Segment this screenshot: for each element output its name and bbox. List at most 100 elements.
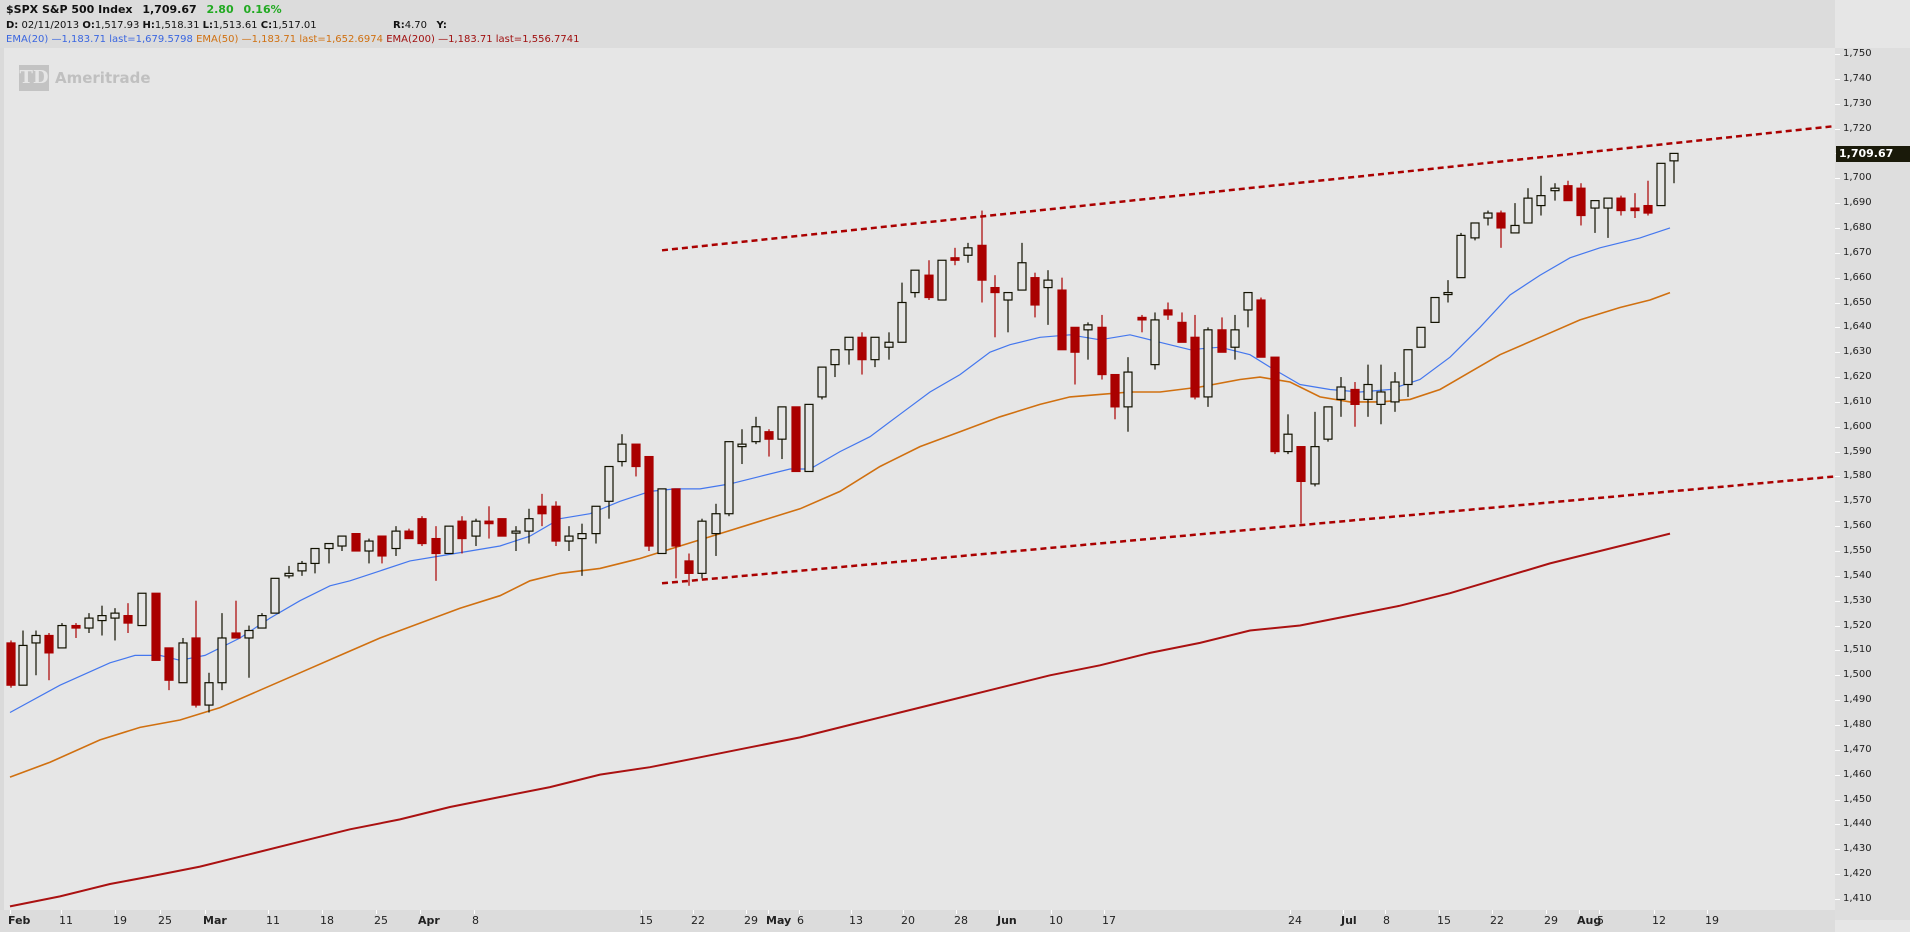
candle-down — [1097, 326, 1107, 376]
y-tick-label: 1,640 — [1843, 321, 1872, 333]
candle-up — [1323, 406, 1333, 440]
y-tick-label: 1,450 — [1843, 793, 1872, 805]
study-ema20[interactable]: EMA(20) —1,183.71 last=1,679.5798 — [6, 34, 193, 45]
candle-up — [804, 403, 814, 473]
y-tick — [1835, 824, 1840, 826]
x-day-label: 8 — [472, 914, 479, 927]
y-tick-label: 1,630 — [1843, 346, 1872, 358]
x-month-label: Jun — [997, 914, 1017, 927]
y-tick — [1835, 749, 1840, 751]
price-chart-area[interactable] — [0, 48, 1835, 910]
candle-up — [471, 520, 481, 537]
candle-down — [151, 592, 161, 661]
candle-up — [1483, 212, 1493, 219]
x-tick — [851, 910, 852, 914]
y-tick — [1835, 227, 1840, 229]
candle-up — [84, 617, 94, 629]
candle-up — [1243, 291, 1253, 311]
candle-down — [537, 505, 547, 515]
study-ema50-value: —1,183.71 last=1,652.6974 — [241, 34, 383, 45]
candle-up — [1376, 391, 1386, 405]
candle-up — [110, 612, 120, 619]
ema-line-ema50 — [9, 291, 1671, 778]
range-label: R: — [393, 20, 405, 31]
x-tick — [376, 910, 377, 914]
symbol-title-row: $SPX S&P 500 Index 1,709.67 2.80 0.16% — [6, 3, 288, 16]
x-day-label: 20 — [901, 914, 915, 927]
y-tick-label: 1,750 — [1843, 48, 1872, 59]
candle-up — [391, 530, 401, 550]
candle-up — [897, 301, 907, 343]
y-tick — [1835, 551, 1840, 552]
candle-up — [1470, 222, 1480, 239]
study-ema50[interactable]: EMA(50) —1,183.71 last=1,652.6974 — [196, 34, 383, 45]
y-tick — [1835, 526, 1840, 528]
y-tick-label: 1,420 — [1843, 868, 1872, 880]
y-label: Y: — [436, 20, 447, 31]
candle-up — [657, 488, 667, 555]
candle-up — [1230, 329, 1240, 348]
candle-down — [791, 406, 801, 473]
y-tick — [1835, 78, 1840, 80]
x-day-label: 12 — [1652, 914, 1666, 927]
x-tick — [799, 910, 800, 914]
y-tick-label: 1,560 — [1843, 520, 1872, 532]
last-price: 1,709.67 — [142, 3, 197, 16]
y-tick — [1835, 178, 1840, 180]
y-tick-label: 1,550 — [1843, 545, 1872, 556]
candle-down — [924, 274, 934, 299]
y-tick — [1835, 401, 1840, 403]
candle-down — [1070, 326, 1080, 353]
x-day-label: 17 — [1102, 914, 1116, 927]
x-tick — [474, 910, 475, 914]
candle-up — [1363, 383, 1373, 401]
candle-up — [1390, 381, 1400, 403]
x-tick — [61, 910, 62, 914]
y-tick — [1835, 700, 1840, 702]
symbol-name[interactable]: $SPX S&P 500 Index — [6, 3, 133, 16]
close-label: C: — [260, 20, 273, 31]
x-day-label: 25 — [374, 914, 388, 927]
price-axis[interactable]: 1,7501,7401,7301,7201,7101,7001,6901,680… — [1835, 48, 1910, 920]
y-tick-label: 1,430 — [1843, 843, 1872, 855]
candle-down — [1030, 277, 1040, 306]
candle-up — [1416, 326, 1426, 348]
y-tick-label: 1,570 — [1843, 495, 1872, 507]
candle-down — [950, 257, 960, 261]
ema-line-ema20 — [9, 227, 1671, 714]
candle-up — [364, 540, 374, 552]
candle-down — [1616, 197, 1626, 212]
x-tick — [1492, 910, 1493, 914]
x-day-label: 15 — [1437, 914, 1451, 927]
study-ema20-value: —1,183.71 last=1,679.5798 — [51, 34, 193, 45]
candle-up — [1510, 224, 1520, 234]
study-ema200[interactable]: EMA(200) —1,183.71 last=1,556.7741 — [386, 34, 579, 45]
candle-up — [870, 336, 880, 361]
candle-down — [990, 286, 1000, 294]
open-value: 1,517.93 — [94, 20, 140, 31]
y-tick-label: 1,480 — [1843, 718, 1872, 730]
y-tick-label: 1,520 — [1843, 619, 1872, 631]
x-tick — [205, 910, 206, 914]
candle-down — [1576, 187, 1586, 217]
candle-down — [1057, 289, 1067, 351]
y-tick-label: 1,590 — [1843, 445, 1872, 457]
x-tick — [1343, 910, 1344, 914]
candle-down — [417, 518, 427, 545]
candle-down — [123, 615, 133, 624]
study-ema200-value: —1,183.71 last=1,556.7741 — [438, 34, 580, 45]
x-day-label: 19 — [1705, 914, 1719, 927]
close-value: 1,517.01 — [272, 20, 317, 31]
candle-down — [1496, 212, 1506, 229]
y-tick-label: 1,620 — [1843, 371, 1872, 383]
y-tick — [1835, 898, 1840, 900]
date-axis[interactable]: Feb 11 19 25 Mar 11 18 25 Apr 8 15 22 29 May 6 13 20 28 Ju… — [0, 910, 1835, 932]
low-label: L: — [202, 20, 214, 31]
y-tick — [1835, 600, 1840, 602]
candle-down — [71, 624, 81, 629]
y-tick-label: 1,720 — [1843, 122, 1872, 134]
candle-up — [711, 513, 721, 535]
candle-up — [204, 682, 214, 706]
candle-down — [1643, 204, 1653, 214]
left-edge-strip — [0, 48, 4, 910]
